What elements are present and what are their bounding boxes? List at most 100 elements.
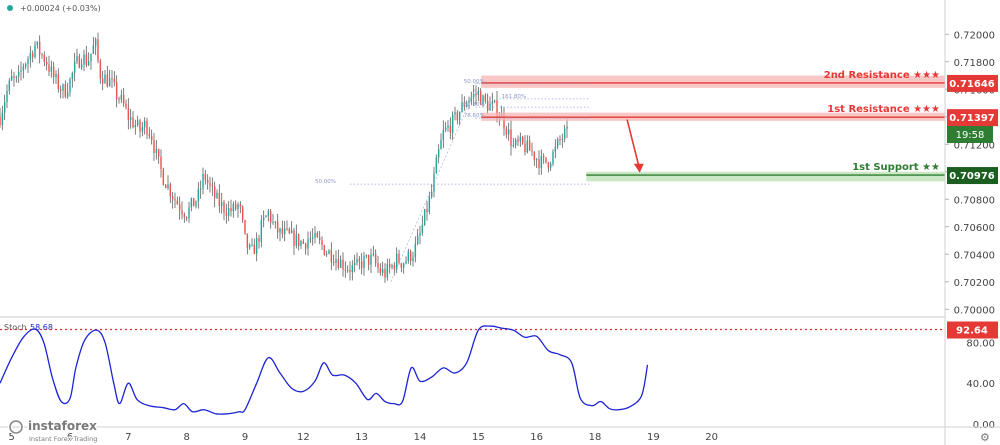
time-tick-label: 5 — [8, 432, 14, 443]
candle-body — [402, 263, 405, 268]
stoch-line — [0, 325, 649, 415]
candle-body — [393, 265, 396, 270]
candle-body — [563, 128, 566, 139]
candle-body — [367, 254, 370, 265]
candle-body — [496, 100, 498, 118]
candle-body — [554, 146, 557, 152]
candles-layer — [0, 32, 568, 283]
candle-body — [150, 135, 153, 141]
candle-body — [377, 263, 379, 268]
candle-body — [344, 269, 347, 271]
candle-body — [353, 262, 356, 266]
candle-body — [374, 253, 377, 264]
candle-body — [76, 56, 78, 62]
candle-body — [45, 62, 48, 65]
candle-body — [127, 107, 130, 120]
time-tick-label: 8 — [183, 432, 189, 443]
candle-body — [295, 233, 298, 246]
candle-body — [251, 244, 253, 246]
candle-body — [232, 204, 235, 212]
candle-body — [540, 155, 543, 169]
candle-body — [220, 202, 223, 206]
candle-body — [36, 41, 39, 46]
candle-body — [146, 120, 148, 134]
candle-body — [190, 198, 193, 208]
candle-body — [69, 78, 71, 93]
candle-body — [477, 90, 480, 96]
candle-body — [8, 80, 11, 92]
candle-body — [451, 114, 454, 133]
candle-body — [318, 237, 321, 241]
candle-body — [223, 202, 225, 213]
candle-body — [83, 54, 85, 65]
candle-body — [134, 125, 137, 128]
fib-label: 161.80% — [502, 94, 526, 100]
candle-body — [276, 221, 279, 233]
candle-body — [206, 179, 209, 183]
candle-body — [260, 220, 263, 242]
candle-body — [461, 102, 463, 112]
candle-body — [363, 256, 365, 269]
candle-body — [216, 192, 218, 199]
candle-body — [213, 186, 216, 199]
candle-body — [351, 265, 354, 273]
candle-body — [493, 100, 496, 102]
candle-body — [297, 233, 300, 247]
candle-body — [97, 39, 99, 61]
time-tick-label: 6 — [67, 432, 73, 443]
stoch-layer — [0, 325, 945, 415]
candle-body — [510, 129, 512, 147]
candle-body — [204, 173, 207, 180]
candle-body — [454, 112, 456, 115]
candle-body — [507, 129, 510, 135]
candle-body — [437, 149, 440, 158]
price-tick-label: 0.71200 — [954, 140, 995, 151]
candle-body — [379, 267, 382, 274]
candle-body — [365, 254, 368, 257]
candle-body — [307, 239, 309, 249]
candle-body — [71, 72, 74, 79]
candle-body — [391, 265, 393, 268]
level-name: 2nd Resistance ★★★ — [824, 70, 940, 81]
candle-body — [3, 101, 6, 113]
candle-body — [314, 232, 316, 238]
stoch-tick-label: 40.00 — [966, 379, 995, 390]
candle-body — [101, 78, 104, 84]
price-tick-label: 0.70800 — [954, 195, 995, 206]
price-tick-label: 0.70200 — [954, 278, 995, 289]
candle-body — [225, 212, 228, 216]
candle-body — [440, 139, 442, 150]
candle-body — [139, 120, 141, 132]
level-tag-label: 0.70976 — [949, 171, 995, 182]
gear-icon[interactable]: ⚙ — [980, 431, 990, 444]
candle-body — [29, 53, 32, 60]
candle-body — [57, 74, 60, 90]
candle-body — [111, 78, 113, 80]
time-axis[interactable]: 5 6 7 8 9 12 13 14 15 16 18 19 20 — [8, 432, 718, 443]
candle-body — [85, 54, 88, 65]
candle-body — [15, 76, 18, 78]
zone-rect — [481, 75, 945, 88]
candle-body — [283, 228, 286, 235]
price-tick-label: 0.70400 — [954, 250, 995, 261]
candle-body — [171, 196, 174, 200]
time-tick-label: 18 — [589, 432, 602, 443]
candle-body — [449, 125, 452, 133]
candle-body — [414, 244, 417, 258]
time-tick-label: 13 — [355, 432, 368, 443]
logo: instaforex Instant Forex Trading — [8, 418, 99, 444]
candle-body — [59, 89, 62, 91]
level-tag-label: 0.71646 — [949, 79, 995, 90]
candle-body — [248, 244, 251, 248]
candle-body — [73, 61, 76, 73]
candle-body — [237, 204, 239, 210]
stoch-level-tag-label: 92.64 — [956, 326, 988, 337]
candle-body — [17, 71, 20, 77]
candle-body — [48, 64, 50, 72]
candle-body — [255, 238, 258, 254]
candle-body — [346, 269, 349, 271]
candle-body — [43, 54, 46, 63]
time-tick-label: 14 — [414, 432, 427, 443]
price-tick-label: 0.70600 — [954, 223, 995, 234]
